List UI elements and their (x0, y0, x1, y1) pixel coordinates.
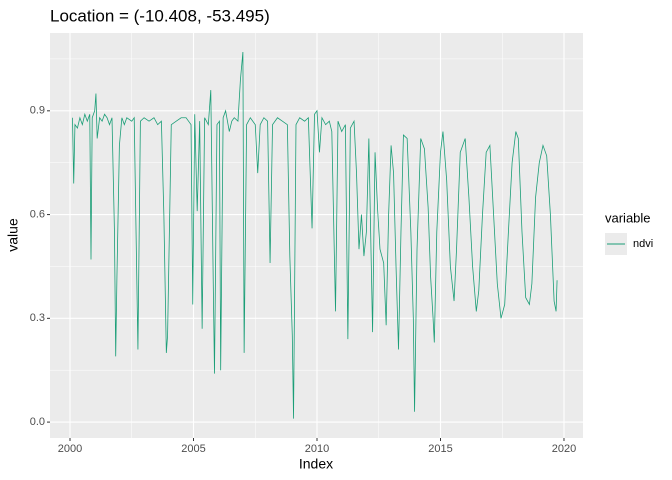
y-tick-label: 0.3 (30, 312, 45, 324)
x-axis-label: Index (299, 456, 333, 472)
chart-title: Location = (-10.408, -53.495) (50, 6, 270, 25)
legend-label: ndvi (633, 238, 653, 250)
legend-title: variable (605, 210, 651, 225)
y-tick-label: 0.9 (30, 105, 45, 117)
x-tick-label: 2015 (428, 443, 452, 455)
y-tick-label: 0.6 (30, 208, 45, 220)
x-tick-label: 2000 (58, 443, 82, 455)
x-tick-label: 2005 (181, 443, 205, 455)
data-line (72, 51, 558, 419)
x-tick-label: 2010 (305, 443, 329, 455)
y-axis-label: value (5, 218, 21, 252)
x-tick-label: 2020 (552, 443, 576, 455)
y-tick-label: 0.0 (30, 416, 45, 428)
